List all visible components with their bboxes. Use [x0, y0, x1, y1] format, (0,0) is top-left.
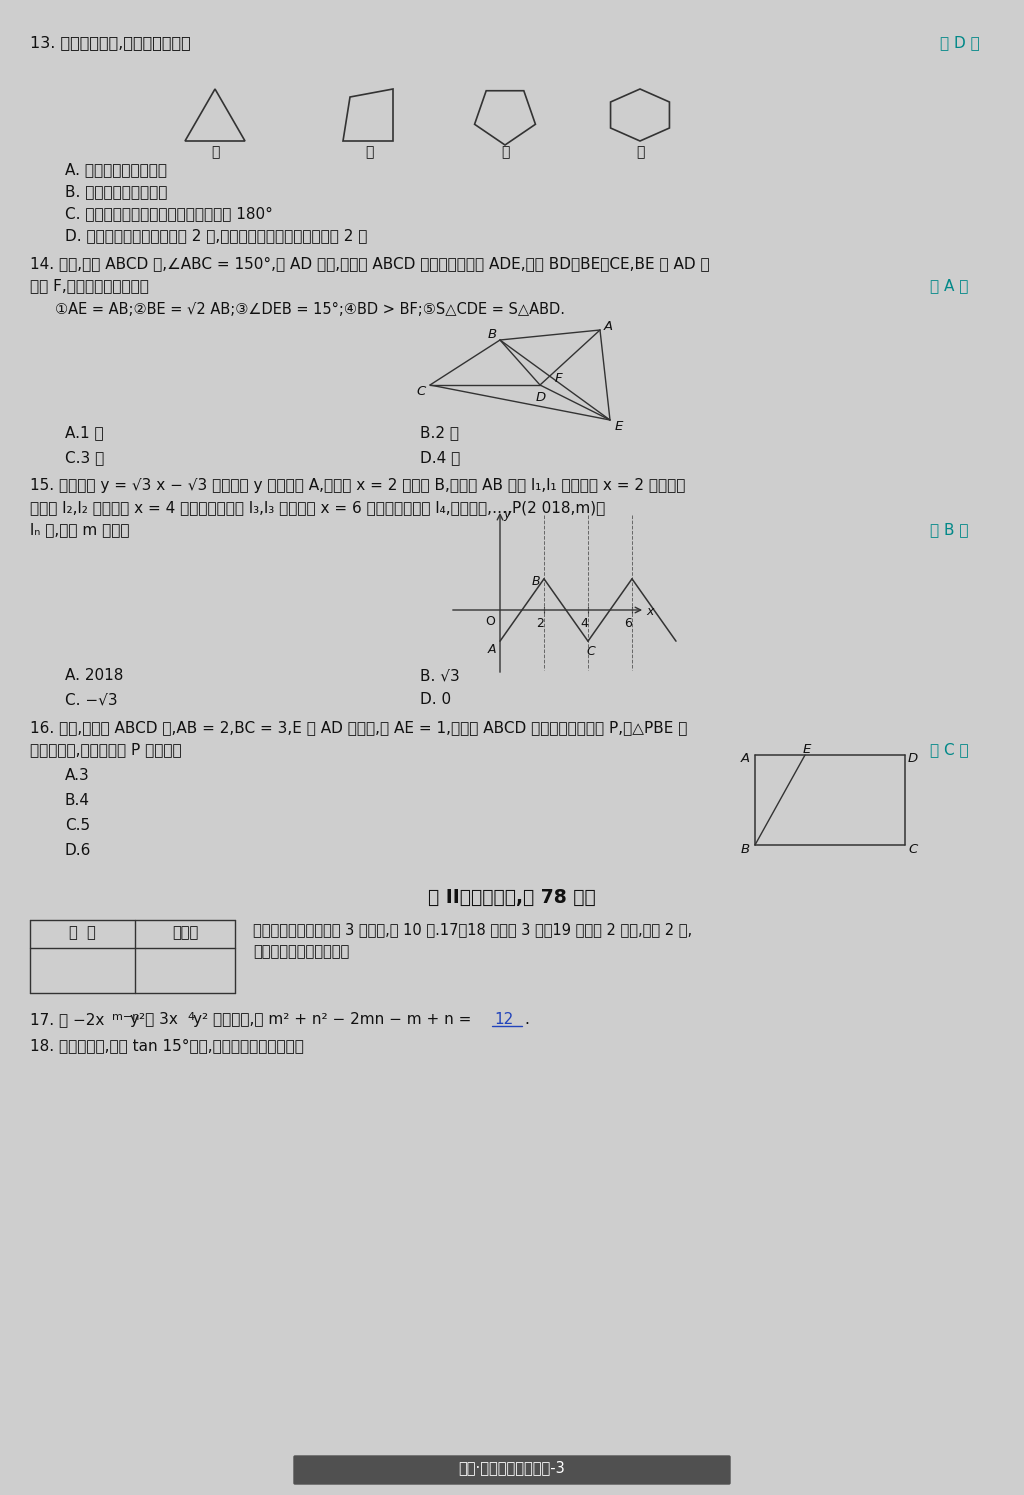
- Text: A: A: [604, 320, 613, 333]
- Text: x: x: [646, 605, 653, 617]
- Text: （ C ）: （ C ）: [930, 742, 969, 756]
- Text: F: F: [555, 372, 562, 386]
- Text: 得  分: 得 分: [69, 925, 95, 940]
- Text: B. 它们的外角和都相等: B. 它们的外角和都相等: [65, 184, 167, 199]
- Text: 14. 如图,菱形 ABCD 中,∠ABC = 150°,以 AD 为边,在菱形 ABCD 外作等边三角形 ADE,连接 BD、BE、CE,BE 与 AD 交: 14. 如图,菱形 ABCD 中,∠ABC = 150°,以 AD 为边,在菱形…: [30, 256, 710, 271]
- Text: ①AE = AB;②BE = √2 AB;③∠DEB = 15°;④BD > BF;⑤S△CDE = S△ABD.: ①AE = AB;②BE = √2 AB;③∠DEB = 15°;④BD > B…: [55, 302, 565, 317]
- Text: 甲: 甲: [211, 145, 219, 158]
- Text: .: .: [524, 1012, 528, 1027]
- Text: 数学·终极押题卷（二）-3: 数学·终极押题卷（二）-3: [459, 1461, 565, 1476]
- Text: A.3: A.3: [65, 768, 90, 783]
- Text: 评卷人: 评卷人: [172, 925, 198, 940]
- Text: 13. 关于下列图形,说法不正确的是: 13. 关于下列图形,说法不正确的是: [30, 34, 190, 49]
- Text: 17. 若 −2x: 17. 若 −2x: [30, 1012, 104, 1027]
- Text: y: y: [503, 508, 510, 520]
- Text: B.2 个: B.2 个: [420, 425, 459, 440]
- Text: （ D ）: （ D ）: [940, 34, 980, 49]
- Text: C.3 个: C.3 个: [65, 450, 104, 465]
- Text: 16. 如图,在矩形 ABCD 中,AB = 2,BC = 3,E 为 AD 上一点,且 AE = 1,在矩形 ABCD 的四条边上找一点 P,使△PBE 为: 16. 如图,在矩形 ABCD 中,AB = 2,BC = 3,E 为 AD 上…: [30, 721, 687, 736]
- Text: C.5: C.5: [65, 818, 90, 833]
- Text: y²与 3x: y²与 3x: [130, 1012, 178, 1027]
- Text: （ A ）: （ A ）: [930, 278, 969, 293]
- Text: 15. 一次函数 y = √3 x − √3 的图象与 y 轴交于点 A,与直线 x = 2 交于点 B,将线段 AB 记为 l₁,l₁ 关于直线 x = 2 : 15. 一次函数 y = √3 x − √3 的图象与 y 轴交于点 A,与直线…: [30, 478, 685, 493]
- Text: E: E: [803, 743, 811, 756]
- Text: A: A: [741, 752, 751, 765]
- Text: 把答案写在题中横线上）: 把答案写在题中横线上）: [253, 943, 349, 958]
- Text: B: B: [532, 574, 541, 588]
- Text: m−n: m−n: [112, 1012, 139, 1023]
- Text: C. 图形丙的内角和比图形乙的内角和大 180°: C. 图形丙的内角和比图形乙的内角和大 180°: [65, 206, 272, 221]
- Text: 二、填空题（本大题有 3 个小题,共 10 分.17～18 小题各 3 分；19 小题有 2 个空,每空 2 分,: 二、填空题（本大题有 3 个小题,共 10 分.17～18 小题各 3 分；19…: [253, 922, 692, 937]
- Text: C: C: [586, 646, 595, 658]
- Text: B.4: B.4: [65, 792, 90, 807]
- Text: 4: 4: [580, 617, 588, 629]
- FancyBboxPatch shape: [294, 1456, 730, 1485]
- Text: D.6: D.6: [65, 843, 91, 858]
- Text: lₙ 上,那么 m 的值为: lₙ 上,那么 m 的值为: [30, 522, 129, 537]
- Text: 形记为 l₂,l₂ 关于直线 x = 4 的对称图形记为 l₃,l₃ 关于直线 x = 6 的对称图形记为 l₄,以此类推,…,P(2 018,m)在: 形记为 l₂,l₂ 关于直线 x = 4 的对称图形记为 l₃,l₃ 关于直线 …: [30, 499, 605, 514]
- Text: 乙: 乙: [365, 145, 373, 158]
- Text: 等腰三角形,则这样的点 P 的个数为: 等腰三角形,则这样的点 P 的个数为: [30, 742, 181, 756]
- Text: （ B ）: （ B ）: [930, 522, 969, 537]
- Text: A. 图形丁的内角和最大: A. 图形丁的内角和最大: [65, 161, 167, 176]
- Text: O: O: [485, 614, 495, 628]
- Text: 丁: 丁: [636, 145, 644, 158]
- Text: D.4 个: D.4 个: [420, 450, 460, 465]
- Text: B: B: [488, 327, 497, 341]
- Text: C. −√3: C. −√3: [65, 692, 118, 707]
- Text: 卷 II（非选择题,共 78 分）: 卷 II（非选择题,共 78 分）: [428, 888, 596, 907]
- Text: 4: 4: [187, 1012, 195, 1023]
- Text: y² 是同类项,则 m² + n² − 2mn − m + n =: y² 是同类项,则 m² + n² − 2mn − m + n =: [193, 1012, 471, 1027]
- Text: A: A: [488, 643, 497, 656]
- Text: D: D: [536, 392, 546, 404]
- Text: C: C: [416, 386, 425, 398]
- Text: D. 图形丁的边数是图形甲的 2 倍,因此它的内角和也是图形甲的 2 倍: D. 图形丁的边数是图形甲的 2 倍,因此它的内角和也是图形甲的 2 倍: [65, 229, 368, 244]
- Text: 于点 F,则下列判断错误的有: 于点 F,则下列判断错误的有: [30, 278, 148, 293]
- Text: A. 2018: A. 2018: [65, 668, 123, 683]
- Text: 12: 12: [494, 1012, 513, 1027]
- Text: 丙: 丙: [501, 145, 509, 158]
- Text: B: B: [741, 843, 751, 857]
- Text: D. 0: D. 0: [420, 692, 452, 707]
- Text: E: E: [615, 420, 624, 434]
- Text: A.1 个: A.1 个: [65, 425, 103, 440]
- Text: 2: 2: [536, 617, 544, 629]
- Text: C: C: [908, 843, 918, 857]
- Text: 18. 为构造图形,求出 tan 15°的值,小英按如下步骤作图：: 18. 为构造图形,求出 tan 15°的值,小英按如下步骤作图：: [30, 1038, 304, 1052]
- Text: B. √3: B. √3: [420, 668, 460, 683]
- Text: 6: 6: [624, 617, 632, 629]
- Text: D: D: [908, 752, 919, 765]
